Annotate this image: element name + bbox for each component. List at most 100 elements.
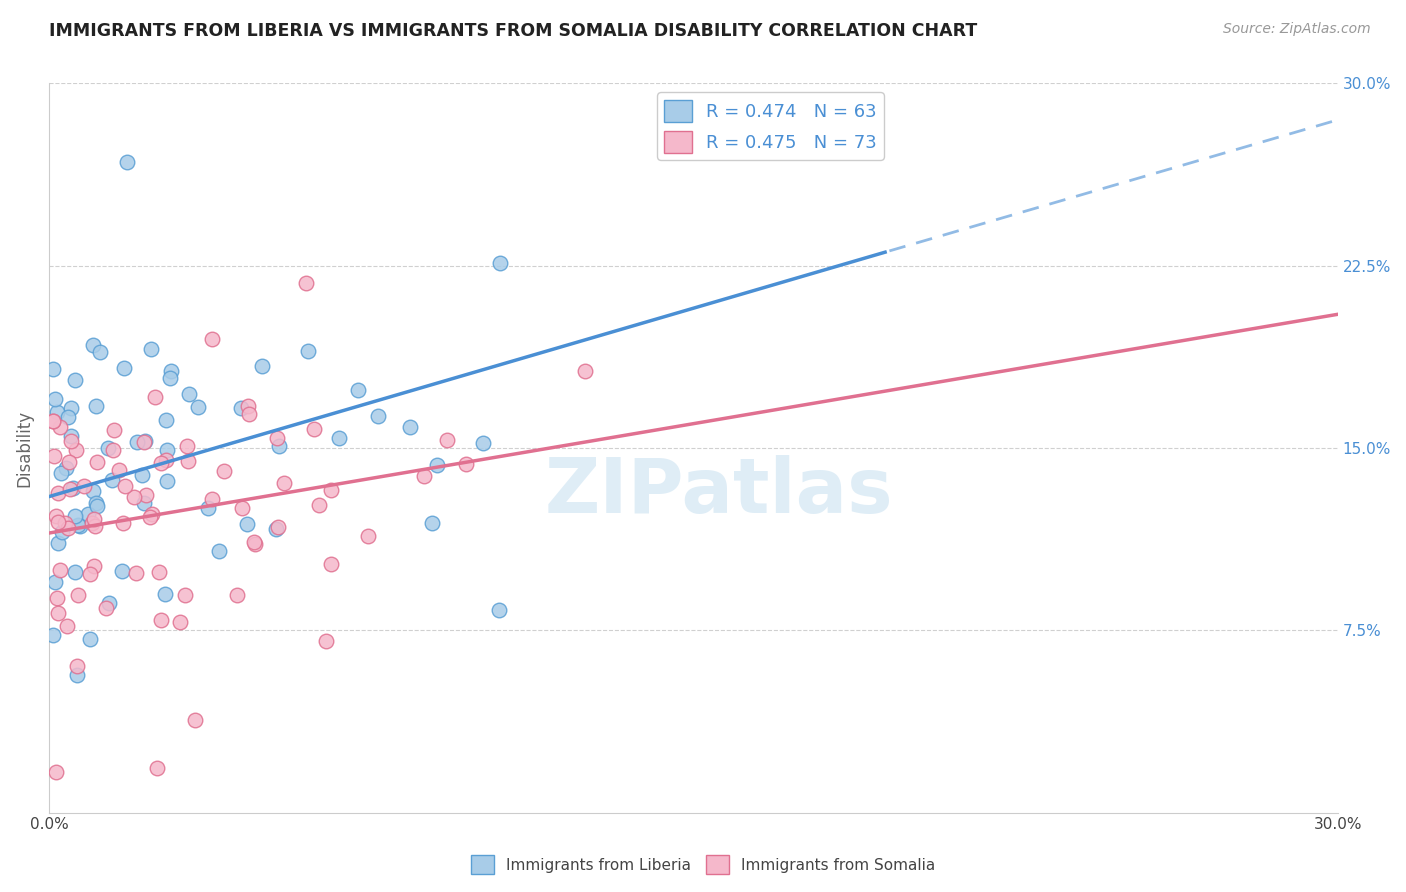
Point: [84, 399, 107, 413]
Point: [456, 457, 478, 471]
Point: [315, 633, 337, 648]
Point: [148, 566, 170, 580]
Point: [472, 435, 495, 450]
Point: [83, 519, 105, 533]
Point: [86, 500, 108, 514]
Point: [66, 588, 89, 602]
Point: [103, 423, 125, 437]
Point: [51, 525, 73, 540]
Point: [59, 429, 82, 443]
Point: [273, 476, 295, 491]
Legend: Immigrants from Liberia, Immigrants from Somalia: Immigrants from Liberia, Immigrants from…: [464, 849, 942, 880]
Point: [267, 520, 290, 534]
Point: [201, 332, 224, 346]
Point: [83, 559, 105, 574]
Point: [101, 443, 124, 458]
Point: [84, 495, 107, 509]
Point: [201, 491, 224, 506]
Text: Source: ZipAtlas.com: Source: ZipAtlas.com: [1223, 22, 1371, 37]
Point: [231, 501, 253, 516]
Point: [366, 409, 388, 423]
Point: [250, 359, 273, 373]
Point: [101, 473, 124, 487]
Point: [112, 516, 135, 530]
Point: [44, 392, 66, 406]
Point: [160, 364, 183, 378]
Point: [413, 469, 436, 483]
Point: [143, 390, 166, 404]
Point: [266, 522, 288, 536]
Point: [79, 632, 101, 647]
Point: [69, 518, 91, 533]
Point: [426, 458, 449, 472]
Point: [134, 434, 156, 449]
Point: [186, 400, 208, 414]
Point: [135, 488, 157, 502]
Point: [132, 496, 155, 510]
Point: [139, 342, 162, 356]
Point: [231, 401, 253, 416]
Point: [42, 627, 65, 641]
Point: [49, 420, 72, 434]
Point: [243, 537, 266, 551]
Point: [295, 276, 318, 290]
Y-axis label: Disability: Disability: [15, 409, 32, 486]
Point: [56, 619, 79, 633]
Point: [89, 345, 111, 359]
Point: [420, 516, 443, 530]
Legend: R = 0.474   N = 63, R = 0.475   N = 73: R = 0.474 N = 63, R = 0.475 N = 73: [657, 93, 884, 160]
Point: [82, 338, 104, 352]
Point: [46, 515, 69, 529]
Point: [111, 564, 134, 578]
Point: [45, 508, 67, 523]
Point: [269, 439, 291, 453]
Point: [97, 441, 120, 455]
Point: [45, 764, 67, 779]
Point: [150, 613, 173, 627]
Point: [94, 601, 117, 615]
Point: [83, 512, 105, 526]
Point: [328, 432, 350, 446]
Point: [65, 508, 87, 523]
Point: [297, 344, 319, 359]
Point: [489, 256, 512, 270]
Point: [114, 479, 136, 493]
Point: [242, 534, 264, 549]
Point: [574, 364, 596, 378]
Point: [153, 587, 176, 601]
Point: [66, 518, 89, 533]
Point: [149, 456, 172, 470]
Point: [266, 431, 288, 445]
Text: ZIPatlas: ZIPatlas: [544, 455, 893, 529]
Point: [183, 713, 205, 727]
Point: [112, 360, 135, 375]
Point: [42, 449, 65, 463]
Point: [319, 483, 342, 498]
Point: [347, 383, 370, 397]
Point: [174, 588, 197, 602]
Point: [42, 414, 65, 428]
Point: [208, 544, 231, 558]
Point: [226, 588, 249, 602]
Point: [46, 591, 69, 606]
Point: [73, 478, 96, 492]
Point: [488, 603, 510, 617]
Point: [46, 606, 69, 620]
Point: [55, 461, 77, 475]
Point: [122, 490, 145, 504]
Point: [63, 565, 86, 579]
Point: [79, 566, 101, 581]
Point: [238, 399, 260, 413]
Point: [59, 482, 82, 496]
Point: [66, 668, 89, 682]
Point: [53, 516, 76, 531]
Point: [46, 536, 69, 550]
Point: [319, 557, 342, 571]
Point: [302, 422, 325, 436]
Point: [308, 498, 330, 512]
Point: [169, 615, 191, 629]
Point: [159, 371, 181, 385]
Point: [65, 442, 87, 457]
Point: [238, 407, 260, 421]
Point: [132, 435, 155, 450]
